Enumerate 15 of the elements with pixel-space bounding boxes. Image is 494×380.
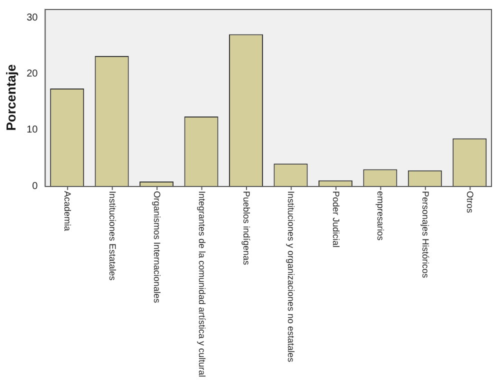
- x-tick-label: Otros: [465, 191, 476, 214]
- x-tick-label: Academia: [62, 191, 73, 232]
- y-tick-label: 0: [32, 180, 38, 192]
- x-tick-label: Instituciones y organizaciones no estatales: [286, 191, 296, 363]
- y-tick-label: 20: [26, 68, 38, 80]
- x-tick-label: Pueblos indígenas: [242, 191, 252, 266]
- x-tick-label: Integrantes de la comunidad artística y cultural: [196, 191, 207, 378]
- y-tick-label: 10: [26, 124, 38, 136]
- y-tick-label: 30: [26, 12, 38, 24]
- x-tick-label: Organismos Internacionales: [152, 191, 162, 304]
- x-tick-label: Personajes Históricos: [420, 191, 430, 279]
- y-axis-title: Porcentaje: [3, 64, 18, 131]
- x-tick-label: Instituciones Estatales: [107, 191, 118, 282]
- x-tick-label: Poder Judicial: [330, 191, 341, 248]
- x-tick-label: empresarios: [376, 191, 386, 242]
